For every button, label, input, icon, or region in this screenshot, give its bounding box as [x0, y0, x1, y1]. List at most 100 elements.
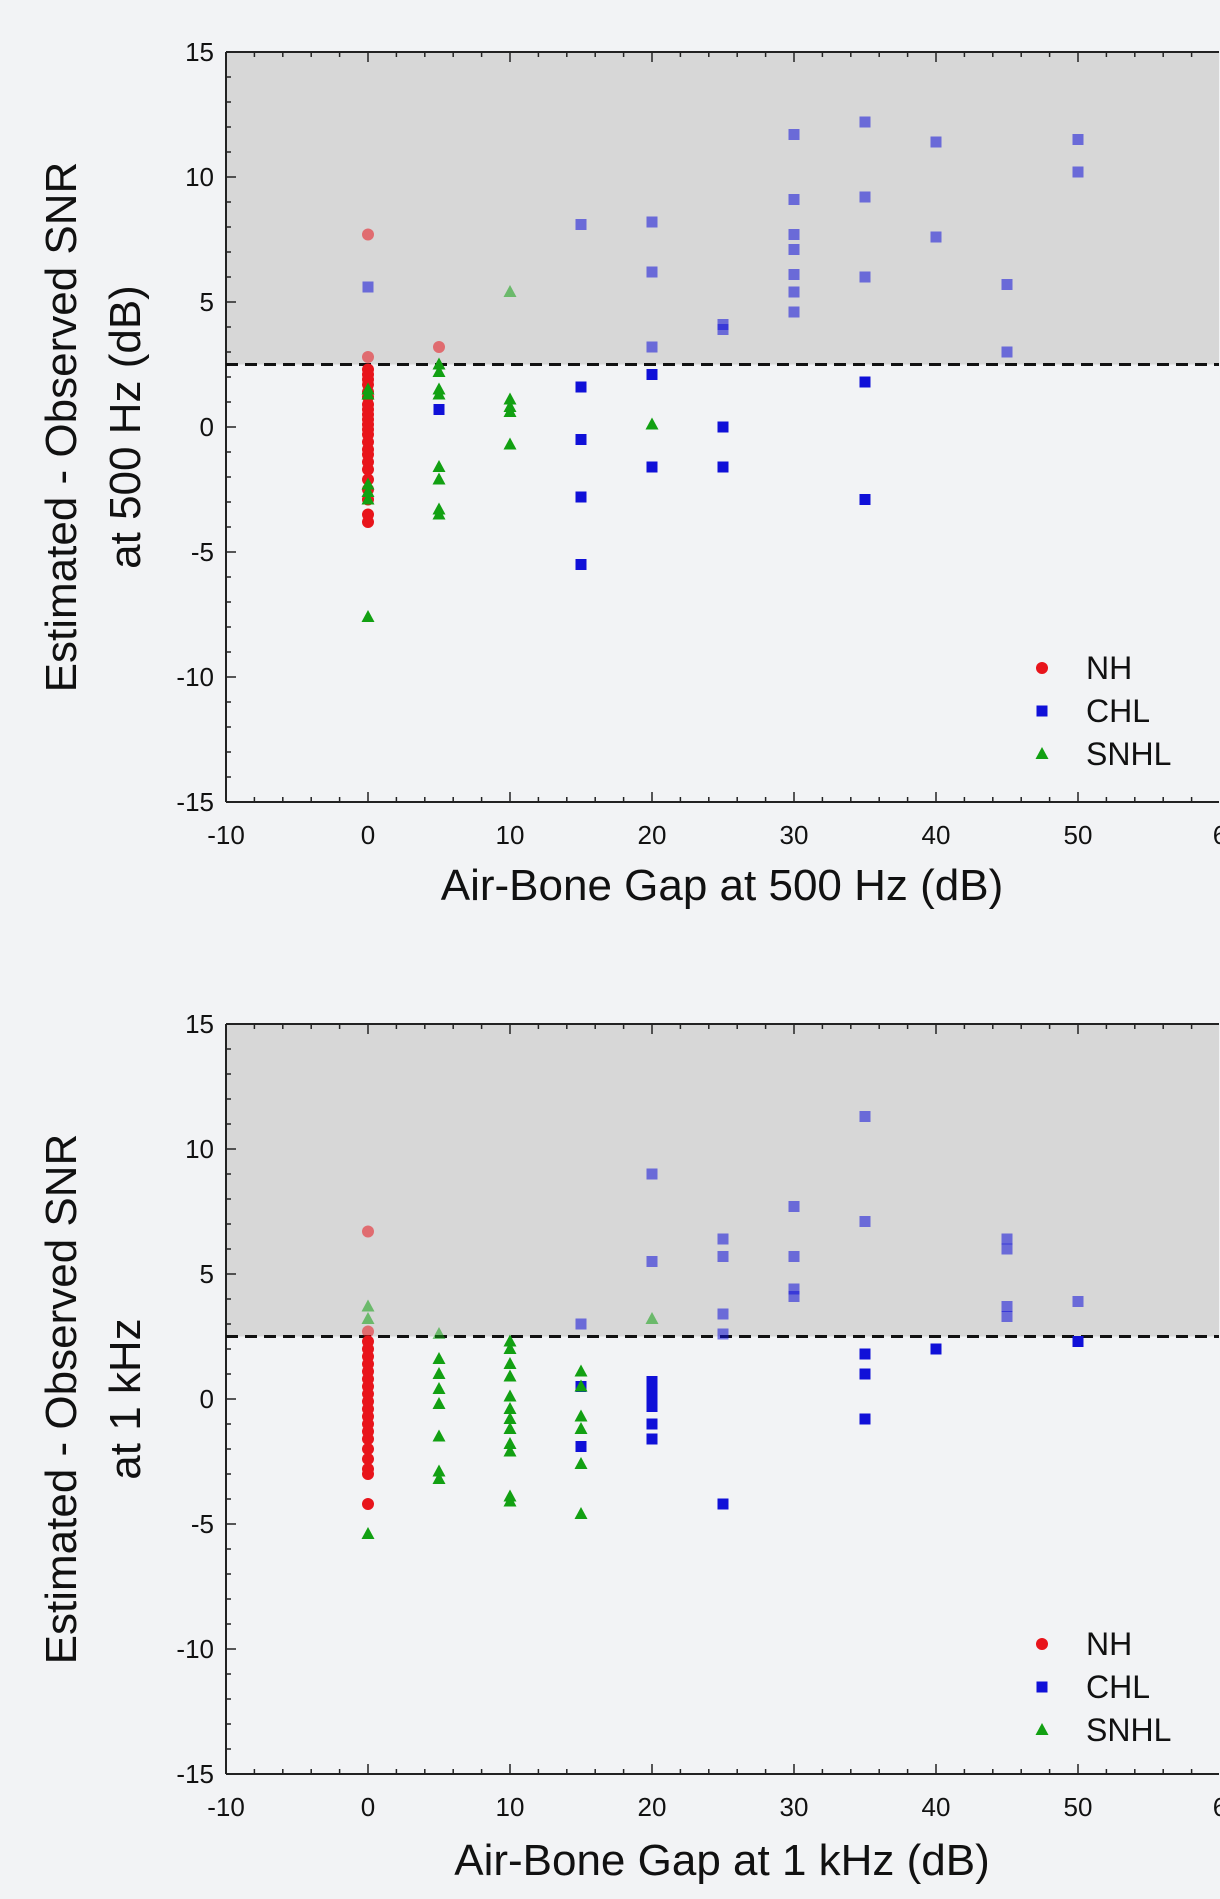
y-tick-label: -10	[176, 662, 214, 692]
x-tick-label: 40	[922, 820, 951, 850]
data-point	[717, 1233, 729, 1245]
data-point	[645, 417, 659, 430]
data-point	[646, 1376, 658, 1387]
x-tick-label: 40	[922, 1792, 951, 1822]
y-tick-label: 10	[185, 162, 214, 192]
data-point	[574, 1422, 588, 1434]
data-point	[717, 421, 729, 433]
data-point	[930, 136, 942, 148]
x-axis-title: Air-Bone Gap at 1 kHz (dB)	[454, 1836, 990, 1885]
series-chl	[362, 116, 1084, 570]
data-point	[361, 492, 375, 505]
shaded-region	[226, 1024, 1219, 1337]
data-point	[1001, 1311, 1013, 1322]
data-point	[574, 1409, 588, 1422]
data-point	[575, 1318, 587, 1330]
data-point	[1001, 1301, 1013, 1312]
data-point	[1001, 1233, 1013, 1245]
data-point	[433, 341, 445, 353]
data-point	[575, 219, 587, 230]
y-tick-label: -15	[176, 787, 214, 817]
data-point	[788, 1251, 800, 1262]
data-point	[432, 472, 446, 485]
data-point	[432, 365, 446, 377]
data-point	[503, 1437, 517, 1449]
data-point	[361, 1312, 375, 1324]
x-tick-label: -10	[207, 1792, 245, 1822]
y-tick-label: 15	[185, 1009, 214, 1039]
data-point	[788, 1283, 800, 1295]
data-point	[362, 463, 374, 476]
data-point	[1072, 1296, 1084, 1307]
y-tick-label: -10	[176, 1634, 214, 1664]
data-point	[717, 461, 729, 473]
data-point	[646, 266, 658, 278]
legend-marker-snhl	[1035, 747, 1049, 759]
x-tick-label: 50	[1064, 1792, 1093, 1822]
data-point	[646, 216, 658, 228]
data-point	[646, 1256, 658, 1267]
data-point	[859, 1111, 871, 1122]
data-point	[1001, 346, 1013, 358]
data-point	[432, 1367, 446, 1379]
series-chl	[575, 1111, 1084, 1510]
x-tick-label: 10	[496, 1792, 525, 1822]
data-point	[645, 1312, 659, 1324]
data-point	[930, 1343, 942, 1355]
y-tick-label: 10	[185, 1134, 214, 1164]
data-point	[432, 1397, 446, 1409]
legend-label-chl: CHL	[1086, 1669, 1150, 1705]
y-axis-title-line-2: at 500 Hz (dB)	[101, 285, 150, 569]
data-point	[503, 1422, 517, 1434]
x-tick-label: -10	[207, 820, 245, 850]
data-point	[362, 281, 374, 293]
data-point	[574, 1364, 588, 1377]
data-point	[574, 1457, 588, 1469]
data-point	[432, 1327, 446, 1339]
legend-label-snhl: SNHL	[1086, 736, 1171, 772]
data-point	[859, 494, 871, 505]
data-point	[432, 1352, 446, 1364]
data-point	[361, 1527, 375, 1539]
data-point	[788, 129, 800, 140]
data-point	[361, 387, 375, 400]
data-point	[788, 286, 800, 298]
data-point	[432, 1429, 446, 1442]
data-point	[503, 285, 517, 297]
data-point	[432, 357, 446, 370]
legend-label-nh: NH	[1086, 650, 1132, 686]
x-tick-label: 0	[361, 820, 375, 850]
data-point	[859, 116, 871, 128]
legend-label-snhl: SNHL	[1086, 1712, 1171, 1748]
data-point	[717, 1328, 729, 1340]
data-point	[503, 405, 517, 417]
series-snhl	[361, 285, 659, 622]
data-point	[646, 1168, 658, 1180]
y-tick-label: 5	[200, 287, 214, 317]
data-point	[646, 369, 658, 380]
data-point	[575, 559, 587, 570]
data-point	[788, 194, 800, 205]
data-point	[859, 191, 871, 203]
chart-2: -10010203040506-15-10-5051015NHCHLSNHLAi…	[37, 1009, 1220, 1885]
y-axis-title-line-1: Estimated - Observed SNR	[37, 1134, 86, 1665]
data-point	[575, 381, 587, 393]
data-point	[717, 1251, 729, 1262]
data-point	[362, 1325, 374, 1338]
data-point	[362, 1443, 374, 1455]
data-point	[432, 1382, 446, 1394]
data-point	[717, 1498, 729, 1510]
legend-marker-chl	[1036, 1681, 1048, 1693]
y-tick-label: -5	[191, 537, 214, 567]
data-point	[859, 1348, 871, 1360]
data-point	[362, 351, 374, 363]
data-point	[503, 392, 517, 405]
y-tick-label: 0	[200, 412, 214, 442]
data-point	[788, 1291, 800, 1302]
data-point	[646, 341, 658, 353]
data-point	[432, 1464, 446, 1477]
data-point	[361, 1299, 375, 1312]
x-tick-label: 20	[638, 820, 667, 850]
data-point	[362, 228, 374, 241]
x-tick-label: 0	[361, 1792, 375, 1822]
